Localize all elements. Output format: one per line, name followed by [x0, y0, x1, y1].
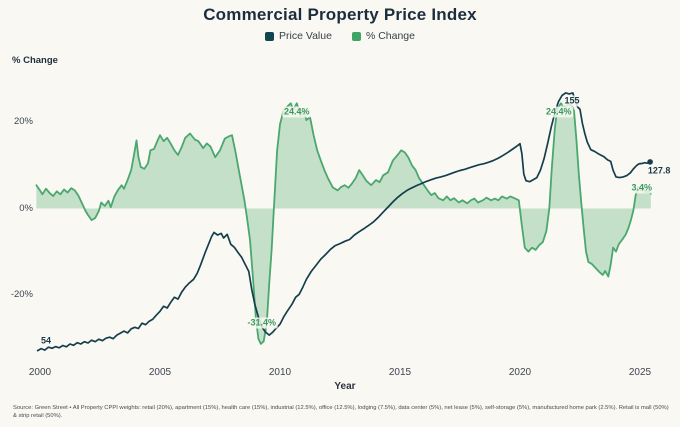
y-tick-label: -20% [10, 288, 33, 300]
x-tick-label: 2025 [628, 367, 652, 378]
chart-plot-area: 20% 0% -20% 2000 2005 2010 2015 2020 2025 54 -31.4… [0, 68, 680, 380]
annotation-127.8: 127.8 [645, 165, 673, 177]
annotation-3.4: 3.4% [629, 182, 655, 194]
price-value-end-marker [647, 159, 653, 165]
price-value-line [36, 92, 651, 352]
pct-change-swatch-icon [351, 31, 361, 41]
y-tick-label: 20% [13, 116, 33, 128]
cppi-chart-svg [35, 92, 653, 352]
price-value-swatch-icon [265, 31, 275, 41]
x-tick-label: 2020 [508, 367, 532, 378]
x-tick-label: 2005 [148, 367, 172, 378]
x-tick-label: 2015 [388, 367, 412, 378]
legend-item-price-value[interactable]: Price Value [265, 30, 332, 42]
y-tick-label: 0% [19, 202, 33, 214]
legend-label-pct-change: % Change [365, 30, 415, 42]
source-note: Source: Green Street • All Property CPPI… [13, 405, 669, 420]
y-axis-title: % Change [12, 55, 58, 66]
annotation-24.4: 24.4% [544, 106, 574, 118]
annotation-155: 155 [562, 95, 582, 107]
x-tick-label: 2000 [28, 367, 52, 378]
x-axis-title: Year [334, 381, 356, 392]
pct-change-area-fill [36, 103, 651, 344]
annotation-31.4: -31.4% [245, 317, 279, 329]
annotation-24.4: 24.4% [282, 106, 312, 118]
legend-item-pct-change[interactable]: % Change [351, 30, 415, 42]
page-title: Commercial Property Price Index [203, 5, 477, 24]
chart-legend: Price Value % Change [0, 30, 680, 42]
legend-label-price-value: Price Value [279, 30, 332, 42]
x-tick-label: 2010 [268, 367, 292, 378]
annotation-54: 54 [38, 335, 54, 347]
